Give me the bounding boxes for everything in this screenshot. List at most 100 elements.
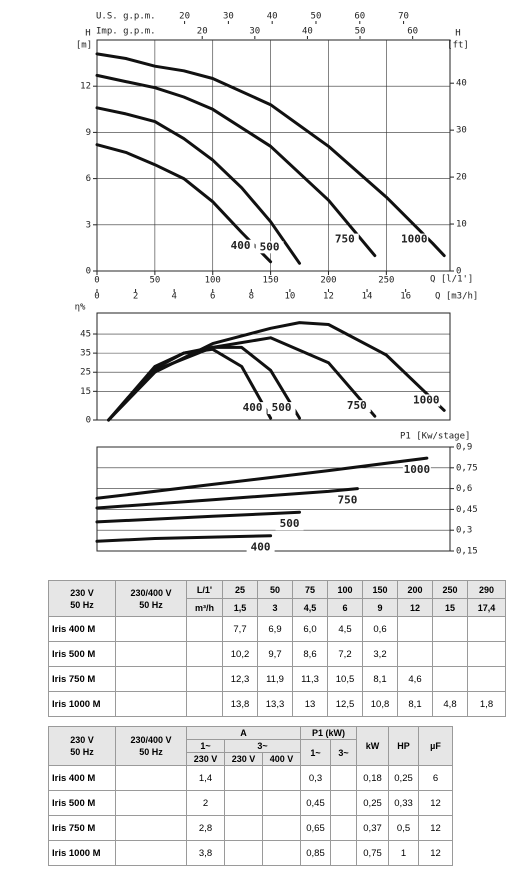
table-cell xyxy=(432,666,468,692)
y-axis-unit: [m] xyxy=(76,41,92,51)
y2-tick-label: 20 xyxy=(456,173,467,183)
flow-table: 230 V 50 Hz 230/400 V 50 Hz L/1' 25 50 75 100 150… xyxy=(48,580,506,717)
y-tick-label: 0,15 xyxy=(456,547,478,557)
x-tick-label: 0 xyxy=(94,276,99,286)
secondary-tick-label: 10 xyxy=(284,292,295,302)
curve-label: 400 xyxy=(251,541,271,554)
header-cell: 3~ xyxy=(224,739,301,753)
curve-label: 500 xyxy=(272,401,292,414)
header-cell: 100 xyxy=(327,580,363,599)
table-cell xyxy=(467,641,506,667)
table-cell: 12,5 xyxy=(327,691,363,717)
table-cell: 11,9 xyxy=(257,666,293,692)
table-cell xyxy=(115,616,187,642)
table-cell xyxy=(329,840,358,866)
pump-curve xyxy=(95,510,301,524)
table-cell: 0,18 xyxy=(356,765,390,791)
pump-curve xyxy=(95,456,429,500)
y-tick-label: 0,9 xyxy=(456,443,472,453)
x-tick-label: 250 xyxy=(378,276,394,286)
curve-label-bg xyxy=(330,233,359,246)
table-cell xyxy=(115,641,187,667)
header-row: 230 V 50 Hz 230/400 V 50 Hz A P1 (kW) kW HP µF xyxy=(48,726,454,766)
curve-label-bg xyxy=(267,402,296,415)
table-cell: 8,1 xyxy=(397,691,433,717)
header-cell-line: 230/400 V xyxy=(130,735,172,745)
table-cell xyxy=(186,641,223,667)
x-axis-label: Q [l/1'] xyxy=(430,275,473,285)
table-cell: 13,3 xyxy=(257,691,293,717)
curve-label-bg xyxy=(333,494,362,507)
table-cell: 12 xyxy=(418,815,454,841)
table-cell xyxy=(467,616,506,642)
x-tick-label: 100 xyxy=(205,276,221,286)
secondary-axis-label: Imp. g.p.m. xyxy=(96,27,156,37)
y-tick-label: 3 xyxy=(86,220,91,230)
secondary-tick-label: 30 xyxy=(223,12,234,22)
header-cell: 1~ xyxy=(300,739,331,766)
secondary-tick-label: 12 xyxy=(323,292,334,302)
header-cell: 230/400 V 50 Hz xyxy=(115,726,187,766)
y-tick-label: 0,6 xyxy=(456,484,472,494)
table-cell: 7,2 xyxy=(327,641,363,667)
header-cell: 3 xyxy=(257,598,293,617)
header-cell: kW xyxy=(356,726,390,766)
header-cell: 4,5 xyxy=(292,598,328,617)
header-cell: 6 xyxy=(327,598,363,617)
header-cell: 17,4 xyxy=(467,598,506,617)
secondary-tick-label: 4 xyxy=(171,292,176,302)
header-cell: P1 (kW) xyxy=(299,726,358,740)
model-name: Iris 1000 M xyxy=(48,691,116,717)
table-cell xyxy=(224,765,263,791)
model-name: Iris 750 M xyxy=(48,666,116,692)
table-cell: 0,33 xyxy=(388,790,420,816)
table-cell: 1,8 xyxy=(467,691,506,717)
table-cell: 0,3 xyxy=(300,765,331,791)
table-cell: 0,45 xyxy=(300,790,331,816)
table-cell xyxy=(262,765,301,791)
curve-label: 750 xyxy=(335,233,355,246)
header-cell: 250 xyxy=(432,580,468,599)
y-axis-label: η% xyxy=(75,303,86,313)
secondary-axis-label: Q [m3/h] xyxy=(435,292,478,302)
y2-tick-label: 30 xyxy=(456,126,467,136)
curve-label-bg xyxy=(402,464,431,477)
curve-label-bg xyxy=(275,518,304,531)
curve-label: 1000 xyxy=(401,233,428,246)
table-cell: 10,8 xyxy=(362,691,398,717)
table-cell xyxy=(186,691,223,717)
header-cell: 230 V 50 Hz xyxy=(48,726,116,766)
curve-label: 750 xyxy=(347,399,367,412)
table-cell: 2 xyxy=(186,790,225,816)
pump-curve xyxy=(95,52,446,258)
y-tick-label: 25 xyxy=(80,368,91,378)
header-cell: 12 xyxy=(397,598,433,617)
secondary-tick-label: 20 xyxy=(179,12,190,22)
header-cell: 230/400 V 50 Hz xyxy=(115,580,187,617)
header-cell: 200 xyxy=(397,580,433,599)
header-cell: 1,5 xyxy=(222,598,258,617)
secondary-tick-label: 60 xyxy=(354,12,365,22)
table-cell: 2,8 xyxy=(186,815,225,841)
table-cell: 3,8 xyxy=(186,840,225,866)
table-cell: 10,2 xyxy=(222,641,258,667)
curve-label: 500 xyxy=(260,240,280,253)
y2-tick-label: 0 xyxy=(456,267,461,277)
header-cell: 3~ xyxy=(329,739,358,766)
table-cell: 11,3 xyxy=(292,666,328,692)
y-axis-label: H xyxy=(85,29,90,39)
table-cell xyxy=(397,616,433,642)
table-row: Iris 1000 M 3,8 0,85 0,75 1 12 xyxy=(48,840,454,866)
secondary-tick-label: 30 xyxy=(249,27,260,37)
header-cell-line: 50 Hz xyxy=(70,747,94,757)
header-row: m³/h 1,5 3 4,5 6 9 12 15 17,4 xyxy=(49,598,506,617)
y-tick-label: 0,75 xyxy=(456,463,478,473)
table-cell xyxy=(186,616,223,642)
table-cell: 0,75 xyxy=(356,840,390,866)
header-cell: 290 xyxy=(467,580,506,599)
header-cell: L/1' xyxy=(186,580,223,599)
y-tick-label: 45 xyxy=(80,330,91,340)
table-cell xyxy=(329,765,358,791)
table-cell xyxy=(186,666,223,692)
